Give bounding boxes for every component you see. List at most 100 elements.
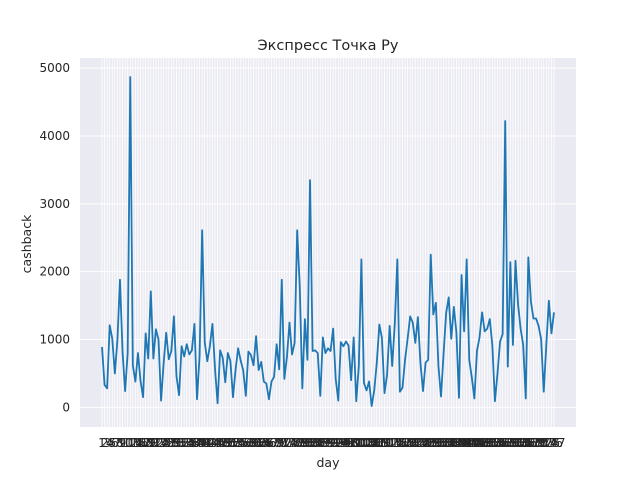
x-tick-label: 91 [325, 436, 340, 450]
x-tick-label: 10 [117, 436, 132, 450]
x-tick-label: 93 [331, 436, 346, 450]
chart-title: Экспресс Точка Ру [258, 38, 399, 54]
x-tick-label: 92 [328, 436, 343, 450]
x-tick-label: 77 [290, 436, 305, 450]
x-tick-label: 163 [507, 436, 530, 450]
x-tick-label: 80 [297, 436, 312, 450]
x-tick-label: 160 [499, 436, 522, 450]
x-tick-label: 124 [406, 436, 429, 450]
x-tick-label: 81 [300, 436, 315, 450]
x-tick-label: 21 [146, 436, 161, 450]
x-tick-label: 112 [376, 436, 399, 450]
x-tick-label: 76 [287, 436, 302, 450]
x-tick-label: 107 [363, 436, 386, 450]
x-tick-label: 32 [174, 436, 189, 450]
x-tick-label: 48 [215, 436, 230, 450]
x-tick-label: 3 [103, 436, 111, 450]
x-tick-label: 11 [120, 436, 135, 450]
y-tick-label: 3000 [39, 197, 70, 211]
grid [80, 58, 576, 427]
x-tick-label: 4 [106, 436, 114, 450]
x-tick-label: 173 [532, 436, 555, 450]
x-tick-label: 53 [228, 436, 243, 450]
x-tick-label: 75 [284, 436, 299, 450]
x-tick-label: 144 [458, 436, 481, 450]
x-tick-label: 122 [401, 436, 424, 450]
x-tick-label: 28 [164, 436, 179, 450]
x-tick-label: 14 [128, 436, 143, 450]
x-tick-label: 49 [218, 436, 233, 450]
x-tick-label: 24 [153, 436, 168, 450]
x-tick-label: 23 [151, 436, 166, 450]
x-tick-label: 60 [246, 436, 261, 450]
x-tick-label: 102 [350, 436, 373, 450]
x-tick-label: 58 [241, 436, 256, 450]
x-tick-label: 110 [370, 436, 393, 450]
x-tick-label: 1 [98, 436, 106, 450]
x-tick-label: 56 [236, 436, 251, 450]
series-line [101, 76, 555, 407]
x-tick-label: 120 [396, 436, 419, 450]
x-tick-label: 155 [486, 436, 509, 450]
x-tick-label: 132 [427, 436, 450, 450]
x-tick-label: 65 [259, 436, 274, 450]
y-tick-label: 4000 [39, 129, 70, 143]
x-tick-label: 31 [171, 436, 186, 450]
x-tick-label: 50 [220, 436, 235, 450]
x-tick-label: 116 [386, 436, 409, 450]
x-tick-label: 34 [179, 436, 194, 450]
x-tick-label: 168 [519, 436, 542, 450]
x-tick-label: 55 [233, 436, 248, 450]
x-tick-label: 27 [161, 436, 176, 450]
x-tick-label: 101 [347, 436, 370, 450]
x-axis-ticks: 1234567891011121314151617181920212223242… [98, 436, 565, 450]
x-tick-label: 41 [197, 436, 212, 450]
x-tick-label: 90 [323, 436, 338, 450]
x-tick-label: 29 [166, 436, 181, 450]
x-tick-label: 106 [360, 436, 383, 450]
x-tick-label: 84 [308, 436, 323, 450]
x-tick-label: 38 [189, 436, 204, 450]
x-tick-label: 51 [223, 436, 238, 450]
x-tick-label: 114 [381, 436, 404, 450]
x-tick-label: 44 [205, 436, 220, 450]
x-tick-label: 152 [478, 436, 501, 450]
x-tick-label: 26 [159, 436, 174, 450]
x-tick-label: 43 [202, 436, 217, 450]
x-tick-label: 129 [419, 436, 442, 450]
x-tick-label: 35 [182, 436, 197, 450]
x-tick-label: 79 [295, 436, 310, 450]
y-tick-label: 0 [62, 400, 70, 414]
x-tick-label: 89 [320, 436, 335, 450]
x-tick-label: 111 [373, 436, 396, 450]
x-tick-label: 164 [509, 436, 532, 450]
x-tick-label: 162 [504, 436, 527, 450]
x-tick-label: 154 [483, 436, 506, 450]
x-tick-label: 123 [404, 436, 427, 450]
x-tick-label: 134 [432, 436, 455, 450]
x-tick-label: 18 [138, 436, 153, 450]
x-tick-label: 39 [192, 436, 207, 450]
x-tick-label: 139 [445, 436, 468, 450]
x-tick-label: 147 [466, 436, 489, 450]
x-tick-label: 174 [535, 436, 558, 450]
x-tick-label: 104 [355, 436, 378, 450]
x-tick-label: 121 [399, 436, 422, 450]
x-tick-label: 30 [169, 436, 184, 450]
x-tick-label: 127 [414, 436, 437, 450]
x-tick-label: 68 [266, 436, 281, 450]
x-tick-label: 73 [279, 436, 294, 450]
x-tick-label: 175 [537, 436, 560, 450]
x-tick-label: 100 [345, 436, 368, 450]
x-tick-label: 133 [430, 436, 453, 450]
x-tick-label: 119 [394, 436, 417, 450]
x-tick-label: 12 [123, 436, 138, 450]
x-tick-label: 143 [455, 436, 478, 450]
x-tick-label: 83 [305, 436, 320, 450]
x-tick-label: 137 [440, 436, 463, 450]
x-tick-label: 113 [378, 436, 401, 450]
y-axis-label: cashback [19, 214, 34, 273]
x-tick-label: 151 [476, 436, 499, 450]
